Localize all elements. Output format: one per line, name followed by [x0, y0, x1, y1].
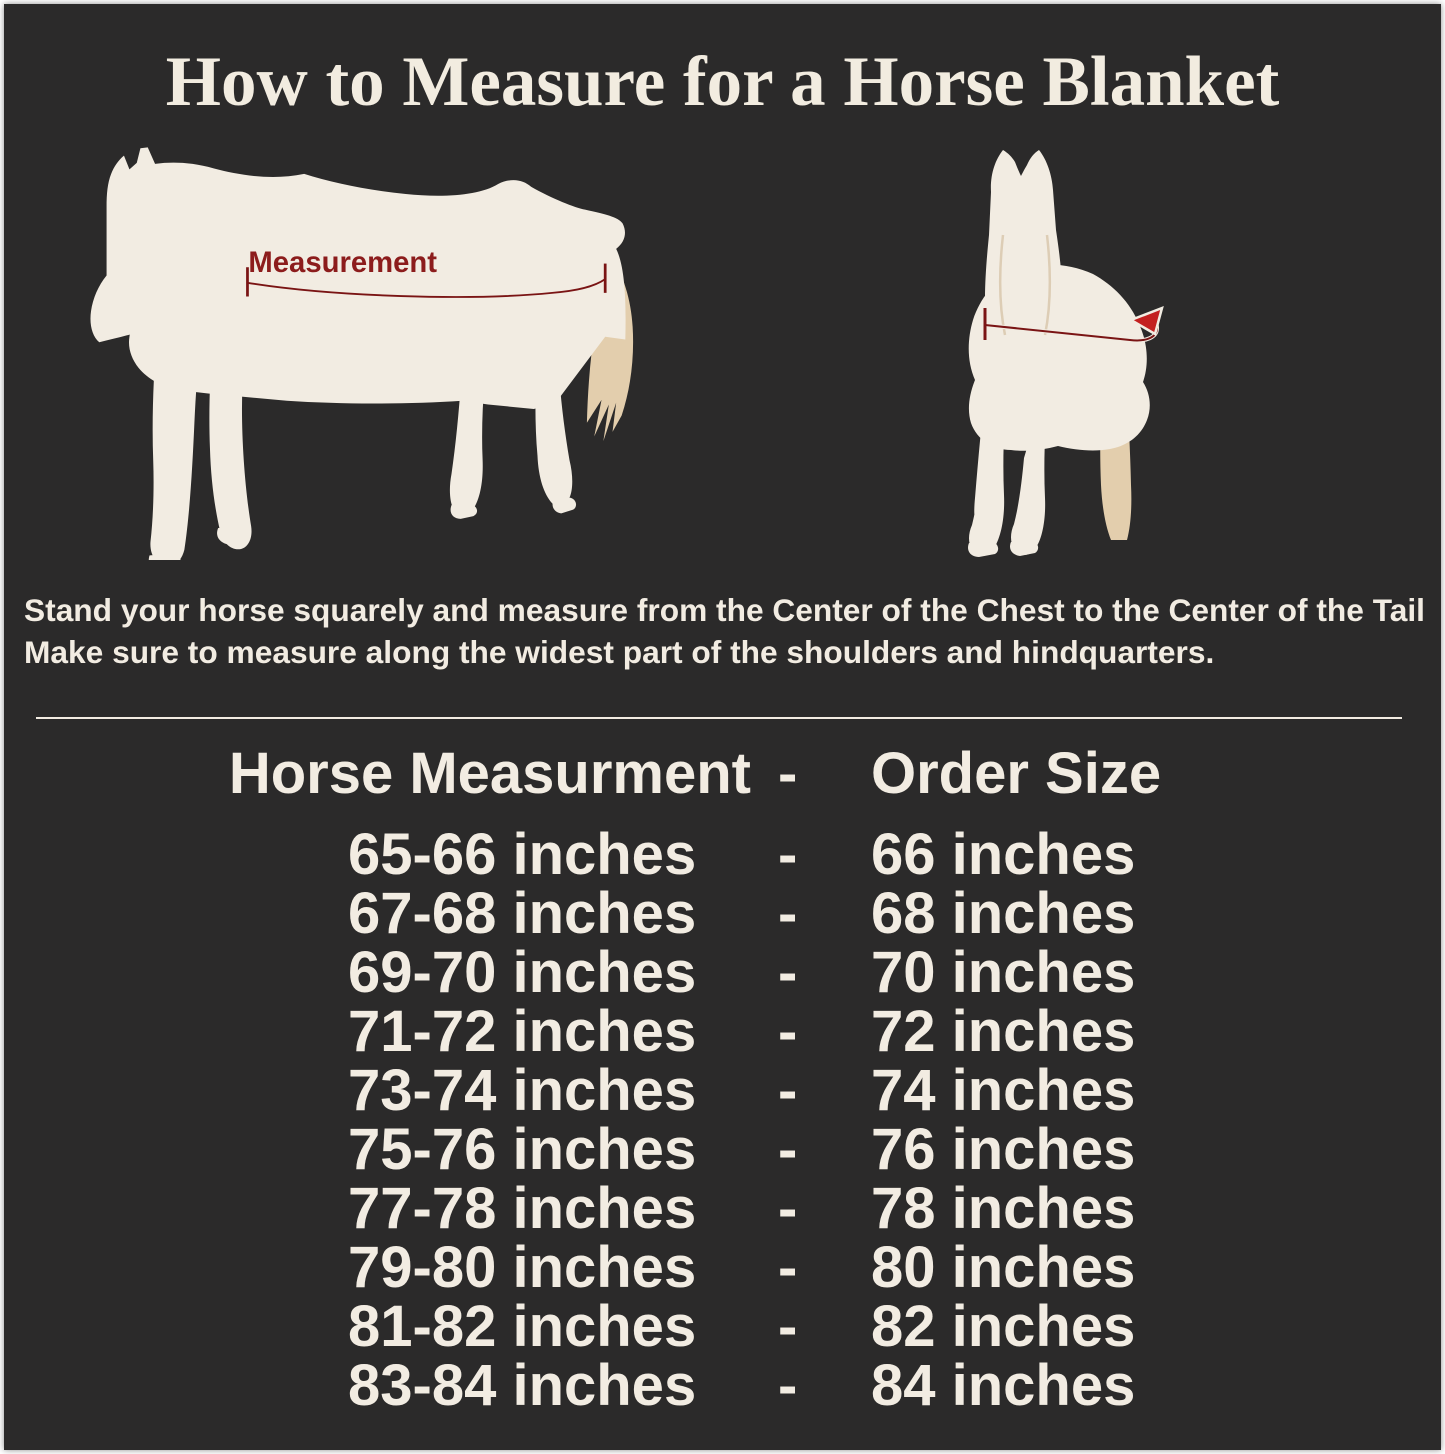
svg-text:Measurement: Measurement: [248, 247, 437, 279]
